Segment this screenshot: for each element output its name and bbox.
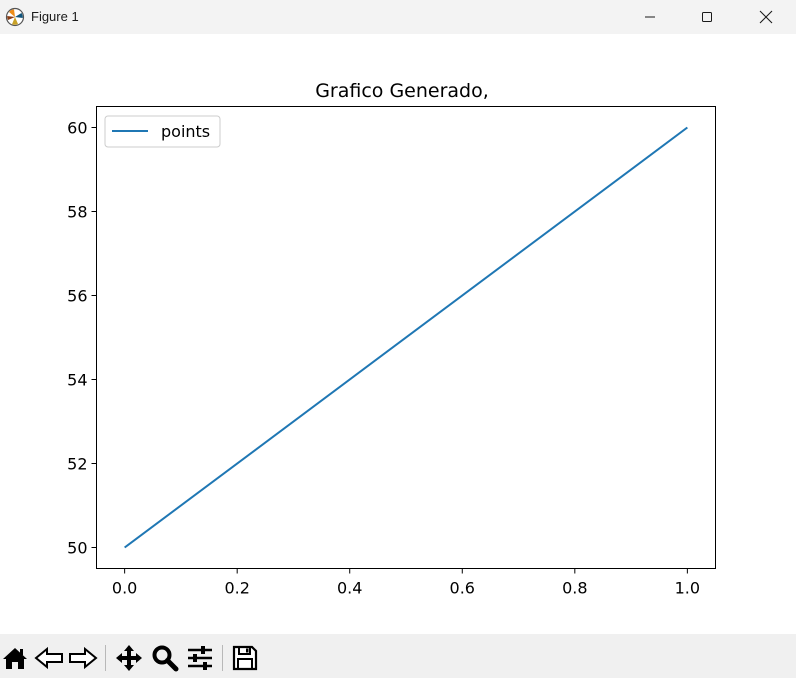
configure-subplots-button[interactable]	[185, 643, 215, 673]
toolbar-separator	[222, 645, 223, 671]
forward-button[interactable]	[68, 643, 98, 673]
maximize-icon	[702, 12, 712, 22]
x-tick-label: 1.0	[675, 579, 700, 598]
chart-title: Grafico Generado,	[315, 80, 489, 102]
floppy-disk-icon	[232, 645, 258, 671]
minimize-button[interactable]	[627, 0, 673, 34]
x-tick-label: 0.6	[450, 579, 475, 598]
close-button[interactable]	[743, 0, 789, 34]
toolbar-separator	[105, 645, 106, 671]
x-tick-label: 0.0	[112, 579, 137, 598]
close-icon	[759, 10, 773, 24]
y-tick-label: 60	[67, 119, 87, 138]
figure-canvas[interactable]: Grafico Generado, 0.0 0.2 0.4 0.6 0.8 1.0 50 52…	[0, 34, 796, 634]
save-button[interactable]	[230, 643, 260, 673]
y-tick-label: 56	[67, 287, 87, 306]
y-tick-label: 54	[67, 371, 87, 390]
x-tick-label: 0.4	[337, 579, 362, 598]
series-line-points	[124, 126, 688, 549]
sliders-icon	[188, 646, 212, 670]
plot-area-frame	[96, 106, 716, 569]
maximize-button[interactable]	[684, 0, 730, 34]
y-tick-label: 52	[67, 455, 87, 474]
back-arrow-icon	[34, 646, 63, 670]
back-button[interactable]	[34, 643, 64, 673]
legend: points	[104, 115, 221, 148]
home-icon	[3, 648, 27, 669]
magnifier-icon	[152, 645, 179, 672]
home-button[interactable]	[0, 643, 30, 673]
y-tick-label: 50	[67, 539, 87, 558]
window-title: Figure 1	[31, 9, 79, 24]
legend-label: points	[161, 122, 210, 141]
forward-arrow-icon	[69, 646, 98, 670]
x-tick-label: 0.2	[224, 579, 249, 598]
navigation-toolbar	[0, 634, 796, 678]
line-chart: Grafico Generado, 0.0 0.2 0.4 0.6 0.8 1.0 50 52…	[67, 80, 716, 598]
minimize-icon	[645, 16, 655, 18]
zoom-button[interactable]	[150, 643, 180, 673]
title-bar: Figure 1	[0, 0, 796, 34]
matplotlib-logo-icon	[5, 7, 25, 27]
x-tick-label: 0.8	[562, 579, 587, 598]
y-tick-label: 58	[67, 203, 87, 222]
move-icon	[116, 645, 142, 671]
pan-button[interactable]	[114, 643, 144, 673]
legend-box	[104, 115, 221, 148]
